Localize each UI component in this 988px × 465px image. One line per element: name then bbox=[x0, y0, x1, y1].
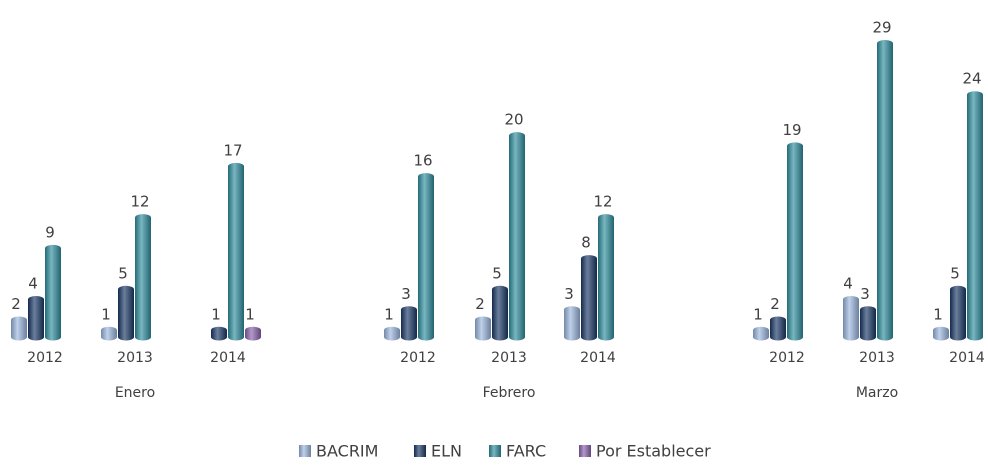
value-label: 1 bbox=[384, 305, 394, 323]
legend-label: BACRIM bbox=[316, 442, 378, 461]
bar bbox=[753, 326, 769, 341]
bar bbox=[598, 214, 614, 341]
value-label: 12 bbox=[130, 193, 149, 211]
value-label: 5 bbox=[492, 264, 502, 282]
legend-label: ELN bbox=[431, 442, 462, 461]
bar bbox=[135, 214, 151, 341]
value-label: 1 bbox=[211, 305, 221, 323]
value-label: 17 bbox=[223, 141, 242, 159]
group-label: Febrero bbox=[483, 385, 536, 401]
legend-swatch bbox=[489, 445, 501, 457]
x-tick-label: 2014 bbox=[580, 350, 616, 366]
bar bbox=[228, 162, 244, 341]
group-label: Marzo bbox=[856, 385, 898, 401]
value-label: 9 bbox=[45, 223, 55, 241]
bar bbox=[28, 296, 44, 341]
value-label: 2 bbox=[475, 295, 485, 313]
value-label: 24 bbox=[962, 70, 981, 88]
value-label: 3 bbox=[860, 285, 870, 303]
x-tick-label: 2013 bbox=[117, 350, 153, 366]
x-tick-label: 2012 bbox=[400, 350, 436, 366]
value-label: 16 bbox=[413, 152, 432, 170]
x-tick-label: 2014 bbox=[949, 350, 985, 366]
value-label: 4 bbox=[28, 275, 38, 293]
bar bbox=[45, 244, 61, 341]
bar bbox=[950, 285, 966, 341]
legend-swatch bbox=[299, 445, 311, 457]
bar bbox=[877, 40, 893, 341]
bar bbox=[475, 316, 491, 341]
value-label: 20 bbox=[504, 111, 523, 129]
legend-swatch bbox=[579, 445, 591, 457]
x-tick-label: 2012 bbox=[27, 350, 63, 366]
bar bbox=[384, 326, 400, 341]
value-label: 12 bbox=[593, 193, 612, 211]
bar bbox=[787, 142, 803, 341]
bar bbox=[101, 326, 117, 341]
value-label: 4 bbox=[843, 275, 853, 293]
bar bbox=[581, 255, 597, 341]
bar bbox=[843, 296, 859, 341]
bar bbox=[245, 326, 261, 341]
x-tick-label: 2013 bbox=[491, 350, 527, 366]
value-label: 2 bbox=[11, 295, 21, 313]
value-label: 5 bbox=[950, 264, 960, 282]
bar bbox=[967, 91, 983, 341]
value-label: 3 bbox=[564, 285, 574, 303]
bar bbox=[211, 326, 227, 341]
legend-label: Por Establecer bbox=[596, 442, 711, 461]
x-tick-label: 2013 bbox=[859, 350, 895, 366]
x-tick-label: 2012 bbox=[769, 350, 805, 366]
bar bbox=[770, 316, 786, 341]
value-label: 3 bbox=[401, 285, 411, 303]
value-label: 1 bbox=[933, 305, 943, 323]
bar bbox=[509, 132, 525, 341]
value-label: 8 bbox=[581, 234, 591, 252]
value-label: 19 bbox=[782, 121, 801, 139]
value-label: 1 bbox=[753, 305, 763, 323]
bar bbox=[11, 316, 27, 341]
x-tick-label: 2014 bbox=[210, 350, 246, 366]
bar bbox=[418, 173, 434, 341]
bar bbox=[118, 285, 134, 341]
value-label: 5 bbox=[118, 264, 128, 282]
bar bbox=[564, 306, 580, 341]
bar bbox=[860, 306, 876, 341]
bar bbox=[933, 326, 949, 341]
legend-label: FARC bbox=[506, 442, 546, 461]
value-label: 1 bbox=[101, 305, 111, 323]
group-label: Enero bbox=[115, 385, 155, 401]
value-label: 1 bbox=[245, 305, 255, 323]
value-label: 29 bbox=[872, 19, 891, 37]
value-label: 2 bbox=[770, 295, 780, 313]
bar bbox=[401, 306, 417, 341]
legend-swatch bbox=[414, 445, 426, 457]
bar bbox=[492, 285, 508, 341]
